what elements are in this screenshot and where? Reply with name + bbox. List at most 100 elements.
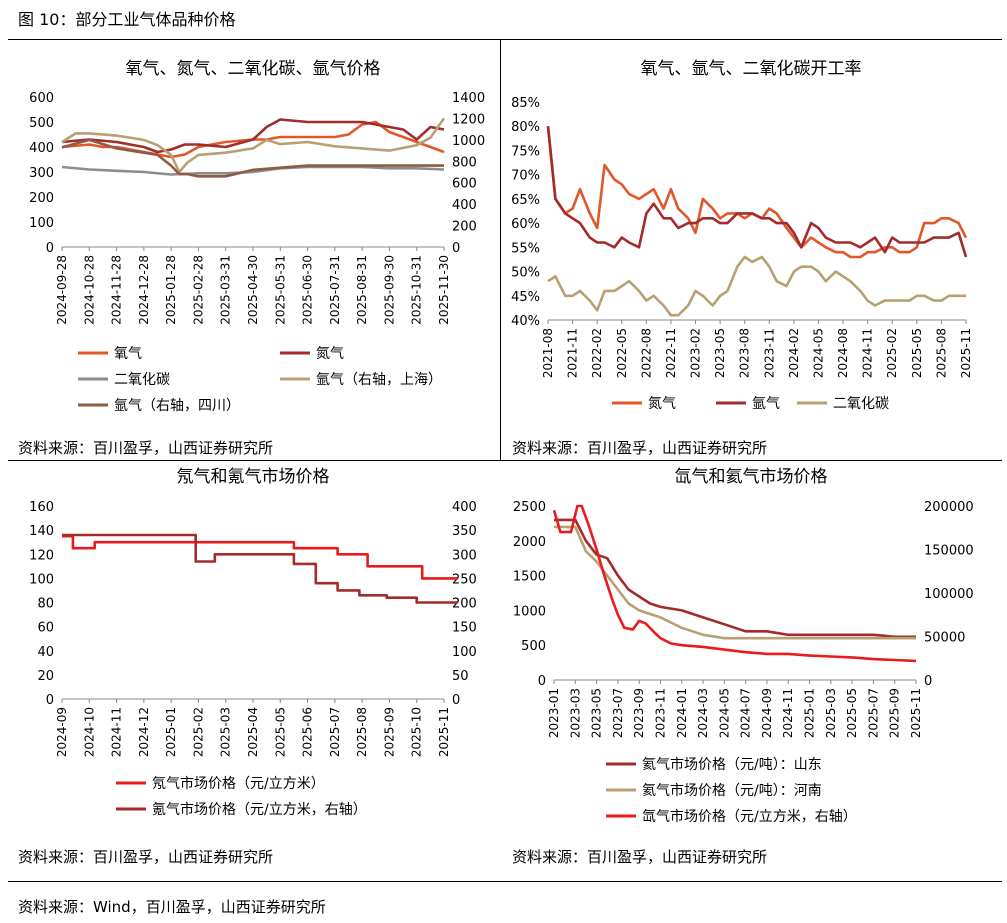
x-tick-label: 2025-02 — [191, 707, 205, 757]
y-tick-label: 75% — [511, 144, 540, 159]
y-tick-label: 85% — [511, 96, 540, 111]
legend-label: 氧气 — [114, 346, 142, 362]
panel-divider-top — [500, 40, 501, 460]
x-tick-label: 2024-08 — [836, 328, 850, 378]
x-tick-label: 2021-08 — [541, 328, 555, 378]
chart-title: 氧气、氮气、二氧化碳、氩气价格 — [126, 59, 381, 79]
x-tick-label: 2025-07 — [328, 707, 342, 757]
x-tick-label: 2024-11-28 — [110, 255, 124, 325]
source-note-chart-3: 资料来源：百川盈孚，山西证券研究所 — [18, 848, 274, 866]
x-tick-label: 2023-01 — [547, 688, 561, 738]
series-line-3 — [547, 255, 966, 317]
y-tick-label: 60 — [37, 621, 54, 636]
y-tick-label: 600 — [29, 91, 54, 106]
series-line-2 — [61, 118, 445, 154]
y-tick-label: 200 — [29, 191, 54, 206]
x-tick-label: 2024-05 — [811, 328, 825, 378]
x-tick-label: 2024-11 — [861, 328, 875, 378]
x-tick-label: 2024-10-28 — [82, 255, 96, 325]
x-tick-label: 2022-08 — [639, 328, 653, 378]
chart-oxygen-nitrogen-co2-argon-price: 氧气、氮气、二氧化碳、氩气价格 0 100 200 300 400 500 600 0 200 40… — [29, 59, 485, 414]
y2-tick-label: 0 — [924, 674, 932, 689]
x-tick-label: 2025-02 — [885, 328, 899, 378]
x-tick-label: 2025-05-31 — [273, 255, 287, 325]
y-tick-label: 0 — [46, 241, 54, 256]
x-tick-label: 2025-09 — [382, 707, 396, 757]
y2-tick-label: 300 — [452, 548, 477, 563]
x-tick-label: 2025-10-31 — [410, 255, 424, 325]
legend-label: 氙气市场价格（元/立方米，右轴） — [642, 808, 857, 825]
y2-tick-label: 1200 — [452, 112, 485, 127]
legend-label: 二氧化碳 — [833, 396, 889, 412]
y-tick-label: 160 — [29, 500, 54, 515]
y-tick-label: 40 — [37, 645, 54, 660]
legend-label: 氦气市场价格（元/吨）：河南 — [642, 782, 822, 799]
y-tick-label: 45% — [511, 290, 540, 305]
legend-label: 氩气（右轴，上海） — [316, 372, 442, 388]
series-line-5 — [61, 138, 444, 178]
y2-tick-label: 1000 — [452, 134, 485, 149]
y-tick-label: 2000 — [513, 535, 546, 550]
x-tick-label: 2025-08 — [355, 707, 369, 757]
y-tick-label: 0 — [46, 693, 54, 708]
x-tick-label: 2025-04 — [246, 707, 260, 757]
x-tick-label: 2024-05 — [717, 688, 731, 738]
y2-tick-label: 400 — [452, 500, 477, 515]
y2-tick-label: 0 — [452, 693, 460, 708]
x-tick-label: 2024-09 — [760, 688, 774, 738]
y2-tick-label: 100 — [452, 645, 477, 660]
y2-tick-label: 150000 — [924, 544, 974, 559]
source-note-chart-4: 资料来源：百川盈孚，山西证券研究所 — [512, 848, 768, 866]
x-tick-label: 2025-04-30 — [246, 255, 260, 325]
x-tick-label: 2025-01 — [164, 707, 178, 757]
chart-xenon-helium-price: 氙气和氦气市场价格 0 500 1000 1500 2000 2500 0 50000 10000… — [513, 467, 974, 825]
legend-label: 氩气（右轴，四川） — [114, 398, 240, 414]
x-tick-label: 2023-11 — [762, 328, 776, 378]
bottom-rule — [8, 881, 1002, 882]
x-tick-label: 2024-11 — [781, 688, 795, 738]
source-note-chart-2: 资料来源：百川盈孚，山西证券研究所 — [512, 439, 768, 457]
x-tick-label: 2022-05 — [615, 328, 629, 378]
footer-source: 资料来源：Wind，百川盈孚，山西证券研究所 — [18, 898, 326, 916]
x-tick-label: 2025-07-31 — [328, 255, 342, 325]
x-tick-label: 2025-11-30 — [437, 255, 451, 325]
x-tick-label: 2025-03 — [824, 688, 838, 738]
x-tick-label: 2025-08-31 — [355, 255, 369, 325]
y-tick-label: 100 — [29, 216, 54, 231]
x-tick-label: 2023-03 — [568, 688, 582, 738]
y-tick-label: 80% — [511, 120, 540, 135]
y2-tick-label: 100000 — [924, 587, 974, 602]
y2-tick-label: 350 — [452, 524, 477, 539]
y-tick-label: 55% — [511, 241, 540, 256]
x-tick-label: 2024-02 — [787, 328, 801, 378]
legend-label: 氦气市场价格（元/吨）：山东 — [642, 756, 822, 773]
x-tick-label: 2025-08 — [934, 328, 948, 378]
x-tick-label: 2022-11 — [664, 328, 678, 378]
legend-label: 氮气 — [648, 396, 676, 412]
y-tick-label: 0 — [538, 674, 546, 689]
x-tick-label: 2024-07 — [739, 688, 753, 738]
y-tick-label: 100 — [29, 572, 54, 587]
y2-tick-label: 250 — [452, 572, 477, 587]
x-tick-label: 2025-03 — [219, 707, 233, 757]
legend-label: 氮气 — [316, 346, 344, 362]
x-tick-label: 2025-05 — [273, 707, 287, 757]
x-tick-label: 2025-02-28 — [191, 255, 205, 325]
y-tick-label: 1000 — [513, 604, 546, 619]
y-tick-label: 500 — [521, 639, 546, 654]
x-tick-label: 2025-09 — [888, 688, 902, 738]
y2-tick-label: 50000 — [924, 631, 965, 646]
y2-tick-label: 400 — [452, 198, 477, 213]
y-tick-label: 70% — [511, 169, 540, 184]
y2-tick-label: 200000 — [924, 500, 974, 515]
y2-tick-label: 800 — [452, 155, 477, 170]
y2-tick-label: 600 — [452, 177, 477, 192]
x-tick-label: 2024-03 — [696, 688, 710, 738]
x-tick-label: 2023-11 — [653, 688, 667, 738]
figure-title: 图 10：部分工业气体品种价格 — [18, 10, 236, 29]
top-rule — [8, 39, 1002, 40]
chart-title: 氙气和氦气市场价格 — [675, 467, 828, 487]
y2-tick-label: 0 — [452, 241, 460, 256]
series-line-2 — [62, 533, 458, 604]
x-tick-label: 2023-05 — [590, 688, 604, 738]
